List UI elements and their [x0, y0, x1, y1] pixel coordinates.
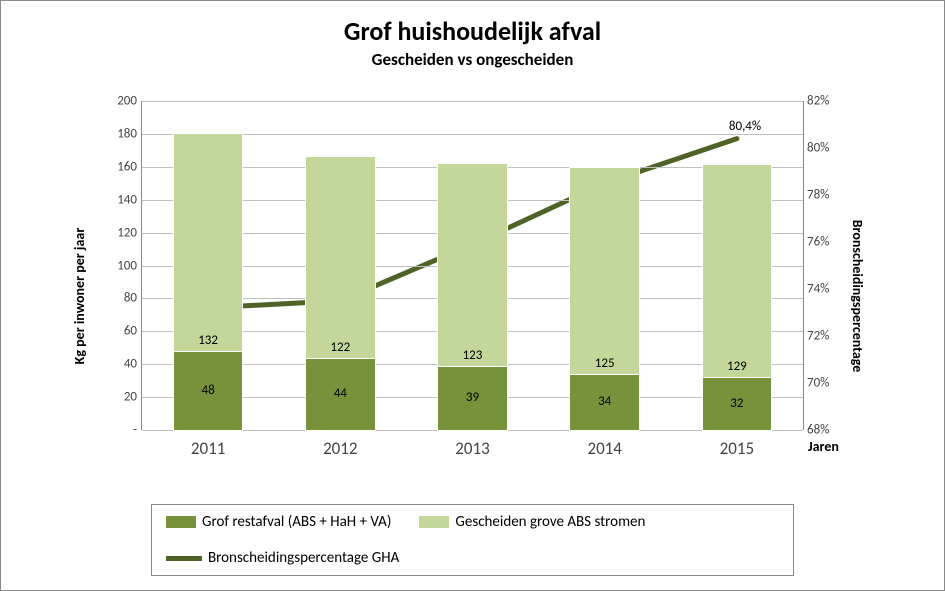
swatch-gescheiden	[419, 516, 449, 528]
y2-tick: 72%	[807, 329, 851, 344]
swatch-line-bronscheiding	[166, 556, 202, 561]
y1-tick: 40	[97, 357, 137, 372]
legend-item-grof: Grof restafval (ABS + HaH + VA)	[166, 513, 391, 531]
bar-group: 44 122	[306, 157, 375, 430]
line-end-label: 80,4%	[729, 119, 761, 134]
y1-tick: 20	[97, 390, 137, 405]
bar-seg-gescheiden	[306, 157, 375, 358]
x-tick: 2015	[720, 438, 754, 459]
plot-area: -2040608010012014016018020068%70%72%74%7…	[141, 101, 804, 430]
bar-label-gescheiden: 125	[570, 356, 639, 371]
y1-tick: 180	[97, 126, 137, 141]
swatch-grof	[166, 516, 196, 528]
y1-tick: 200	[97, 94, 137, 109]
x-tick: 2011	[191, 438, 225, 459]
y2-tick: 76%	[807, 235, 851, 250]
y1-tick: 100	[97, 258, 137, 273]
legend: Grof restafval (ABS + HaH + VA) Gescheid…	[151, 504, 794, 576]
bar-group: 34 125	[570, 168, 639, 430]
y1-tick: 80	[97, 291, 137, 306]
y2-tick: 78%	[807, 188, 851, 203]
y1-tick: 140	[97, 192, 137, 207]
bar-label-grof: 48	[174, 383, 243, 398]
x-tick: 2014	[587, 438, 621, 459]
y2-tick: 70%	[807, 376, 851, 391]
grid-line	[142, 101, 803, 102]
bar-seg-gescheiden	[174, 134, 243, 351]
chart-title: Grof huishoudelijk afval	[1, 15, 944, 47]
bar-label-grof: 34	[570, 394, 639, 409]
x-axis-title: Jaren	[808, 438, 839, 455]
legend-label-bronscheiding: Bronscheidingspercentage GHA	[208, 549, 399, 567]
legend-label-grof: Grof restafval (ABS + HaH + VA)	[202, 513, 391, 531]
bar-seg-gescheiden	[703, 165, 772, 377]
bar-label-grof: 44	[306, 386, 375, 401]
x-tick: 2012	[323, 438, 357, 459]
chart-frame: Grof huishoudelijk afval Gescheiden vs o…	[0, 0, 945, 591]
legend-label-gescheiden: Gescheiden grove ABS stromen	[455, 513, 645, 531]
bar-seg-gescheiden	[438, 164, 507, 366]
plot-wrap: -2040608010012014016018020068%70%72%74%7…	[61, 101, 884, 460]
y2-tick: 74%	[807, 282, 851, 297]
bar-group: 48 132	[174, 134, 243, 430]
bar-label-gescheiden: 123	[438, 348, 507, 363]
y2-tick: 68%	[807, 423, 851, 438]
bar-group: 32 129	[703, 165, 772, 430]
y1-tick: 60	[97, 324, 137, 339]
y1-tick: -	[97, 423, 137, 438]
y1-tick: 120	[97, 225, 137, 240]
legend-row: Grof restafval (ABS + HaH + VA) Gescheid…	[166, 513, 779, 567]
bar-label-gescheiden: 132	[174, 333, 243, 348]
y2-tick: 80%	[807, 141, 851, 156]
legend-item-gescheiden: Gescheiden grove ABS stromen	[419, 513, 645, 531]
grid-line	[142, 430, 803, 431]
chart-subtitle: Gescheiden vs ongescheiden	[1, 49, 944, 70]
legend-item-bronscheiding: Bronscheidingspercentage GHA	[166, 549, 399, 567]
bar-group: 39 123	[438, 164, 507, 430]
bar-label-grof: 39	[438, 390, 507, 405]
x-tick: 2013	[455, 438, 489, 459]
y1-tick: 160	[97, 159, 137, 174]
y2-tick: 82%	[807, 94, 851, 109]
bar-seg-gescheiden	[570, 168, 639, 374]
title-block: Grof huishoudelijk afval Gescheiden vs o…	[1, 1, 944, 70]
bar-label-gescheiden: 129	[703, 359, 772, 374]
bar-label-grof: 32	[703, 396, 772, 411]
bar-label-gescheiden: 122	[306, 340, 375, 355]
